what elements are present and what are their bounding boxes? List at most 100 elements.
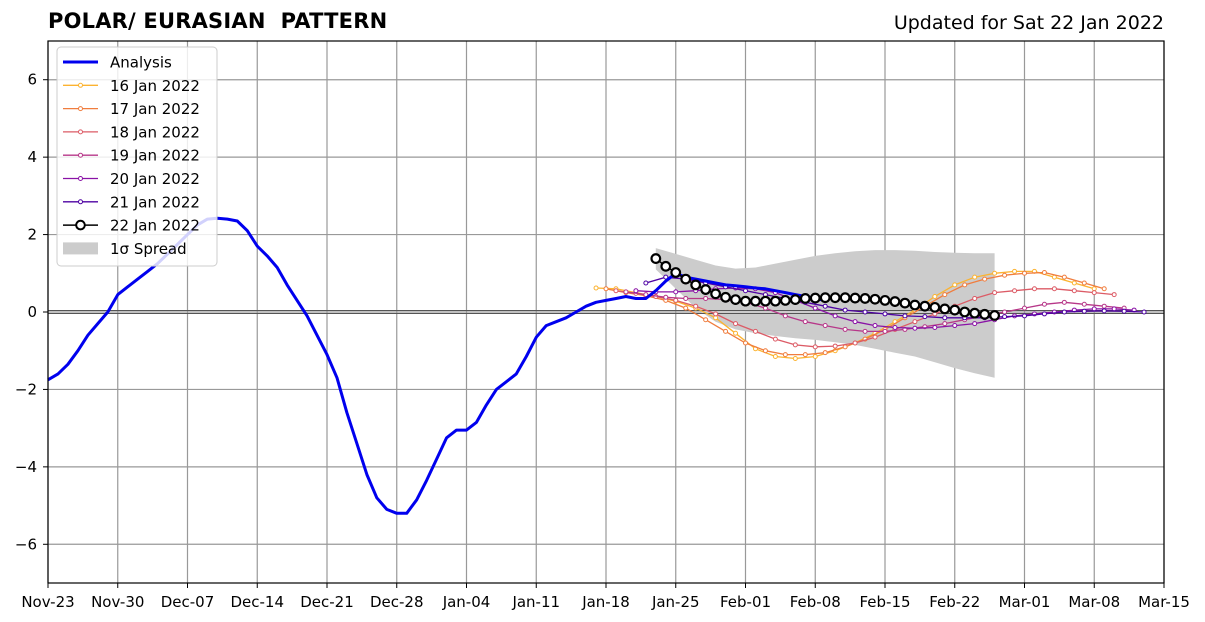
plot-frame: [47, 40, 1165, 584]
current-forecast-point: [700, 284, 712, 295]
current-forecast-point: [829, 292, 841, 304]
current-forecast-point: [789, 294, 801, 306]
forecast-point: [912, 325, 918, 331]
forecast-point: [1012, 268, 1018, 274]
forecast-point: [743, 340, 748, 346]
forecast-point: [812, 354, 818, 360]
forecast-point: [723, 328, 729, 334]
forecast-point: [892, 324, 898, 330]
current-forecast-point: [720, 291, 731, 303]
current-forecast-point: [859, 293, 871, 304]
forecast-point: [703, 295, 709, 301]
forecast-point: [982, 276, 988, 282]
forecast-point: [1061, 274, 1067, 280]
page-title: POLAR/ EURASIAN PATTERN: [48, 9, 388, 33]
forecast-point: [822, 303, 828, 309]
x-tick-label: Nov-30: [91, 593, 144, 611]
current-forecast-point: [949, 304, 961, 316]
forecast-point: [703, 317, 709, 323]
forecast-point: [1002, 309, 1008, 315]
forecast-point: [1111, 292, 1117, 298]
legend-entry-21-jan-2022: 21 Jan 2022: [63, 193, 200, 211]
legend-label: Analysis: [110, 54, 172, 72]
forecast-point: [1041, 311, 1047, 317]
legend-label: 18 Jan 2022: [110, 123, 200, 141]
forecast-point: [812, 344, 818, 350]
forecast-point: [872, 334, 878, 340]
current-forecast-point: [660, 260, 672, 272]
forecast-point: [673, 297, 679, 303]
forecast-point: [802, 352, 808, 358]
legend-box: [56, 46, 218, 267]
forecast-point: [683, 295, 689, 301]
forecast-point: [733, 321, 739, 327]
legend-entry-19-jan-2022: 19 Jan 2022: [63, 147, 200, 165]
legend-marker: [78, 82, 83, 88]
forecast-point: [782, 313, 788, 319]
forecast-point: [613, 288, 619, 294]
forecast-point: [772, 336, 778, 342]
forecast-point: [1022, 313, 1027, 319]
current-forecast-point: [939, 303, 951, 315]
current-forecast-point: [979, 308, 991, 320]
forecast-point: [623, 289, 629, 295]
forecast-point: [882, 328, 888, 334]
current-forecast-point: [690, 279, 702, 291]
forecast-point: [822, 323, 828, 329]
x-tick-label: Dec-14: [230, 593, 284, 611]
current-forecast-point: [959, 306, 971, 318]
current-forecast-point: [809, 292, 821, 304]
forecast-point: [942, 292, 948, 298]
forecast-point: [1071, 288, 1077, 294]
forecast-point: [752, 328, 758, 334]
forecast-point: [733, 330, 739, 336]
legend-label: 16 Jan 2022: [110, 77, 200, 95]
forecast-point: [1121, 308, 1127, 314]
forecast-point: [862, 309, 868, 315]
forecast-point: [1101, 303, 1107, 309]
forecast-point: [922, 314, 928, 320]
forecast-point: [952, 282, 958, 288]
current-forecast-point: [879, 294, 891, 306]
forecast-point: [663, 294, 669, 300]
legend-label: 19 Jan 2022: [110, 147, 200, 165]
x-tick-label: Feb-01: [720, 593, 771, 611]
current-forecast-point: [819, 292, 831, 304]
forecast-point: [882, 311, 888, 317]
current-forecast-point: [760, 295, 771, 307]
y-tick-label: 0: [27, 303, 37, 321]
forecast-point: [1012, 288, 1018, 294]
current-forecast-point: [909, 299, 921, 311]
current-forecast-point: [969, 307, 981, 319]
forecast-point: [1091, 306, 1097, 312]
legend-entry-17-jan-2022: 17 Jan 2022: [63, 100, 200, 118]
forecast-point: [972, 321, 978, 327]
y-tick-label: 4: [27, 148, 37, 166]
forecast-line: [635, 287, 1135, 329]
forecast-point: [1111, 306, 1117, 312]
forecast-point: [713, 311, 719, 317]
current-forecast-point: [680, 273, 692, 285]
x-tick-label: Nov-23: [21, 593, 74, 611]
legend-label: 21 Jan 2022: [110, 193, 200, 211]
x-tick-label: Mar-15: [1138, 593, 1190, 611]
legend-swatch: [63, 242, 98, 255]
forecast-point: [593, 285, 599, 291]
forecast-point: [1081, 301, 1087, 307]
x-tick-label: Jan-04: [442, 593, 491, 611]
forecast-point: [852, 319, 858, 325]
y-tick-label: 2: [27, 226, 37, 244]
forecast-point: [852, 340, 858, 346]
legend-marker: [78, 152, 83, 158]
current-forecast-point: [919, 300, 931, 312]
forecast-point: [1081, 280, 1087, 286]
forecast-point: [992, 270, 998, 276]
forecast-point: [792, 342, 798, 348]
forecast-point: [792, 355, 798, 361]
forecast-point: [782, 352, 788, 358]
forecast-point: [643, 292, 649, 298]
forecast-point: [1022, 305, 1027, 311]
forecast-point: [972, 274, 978, 280]
current-forecast-point: [849, 292, 861, 304]
